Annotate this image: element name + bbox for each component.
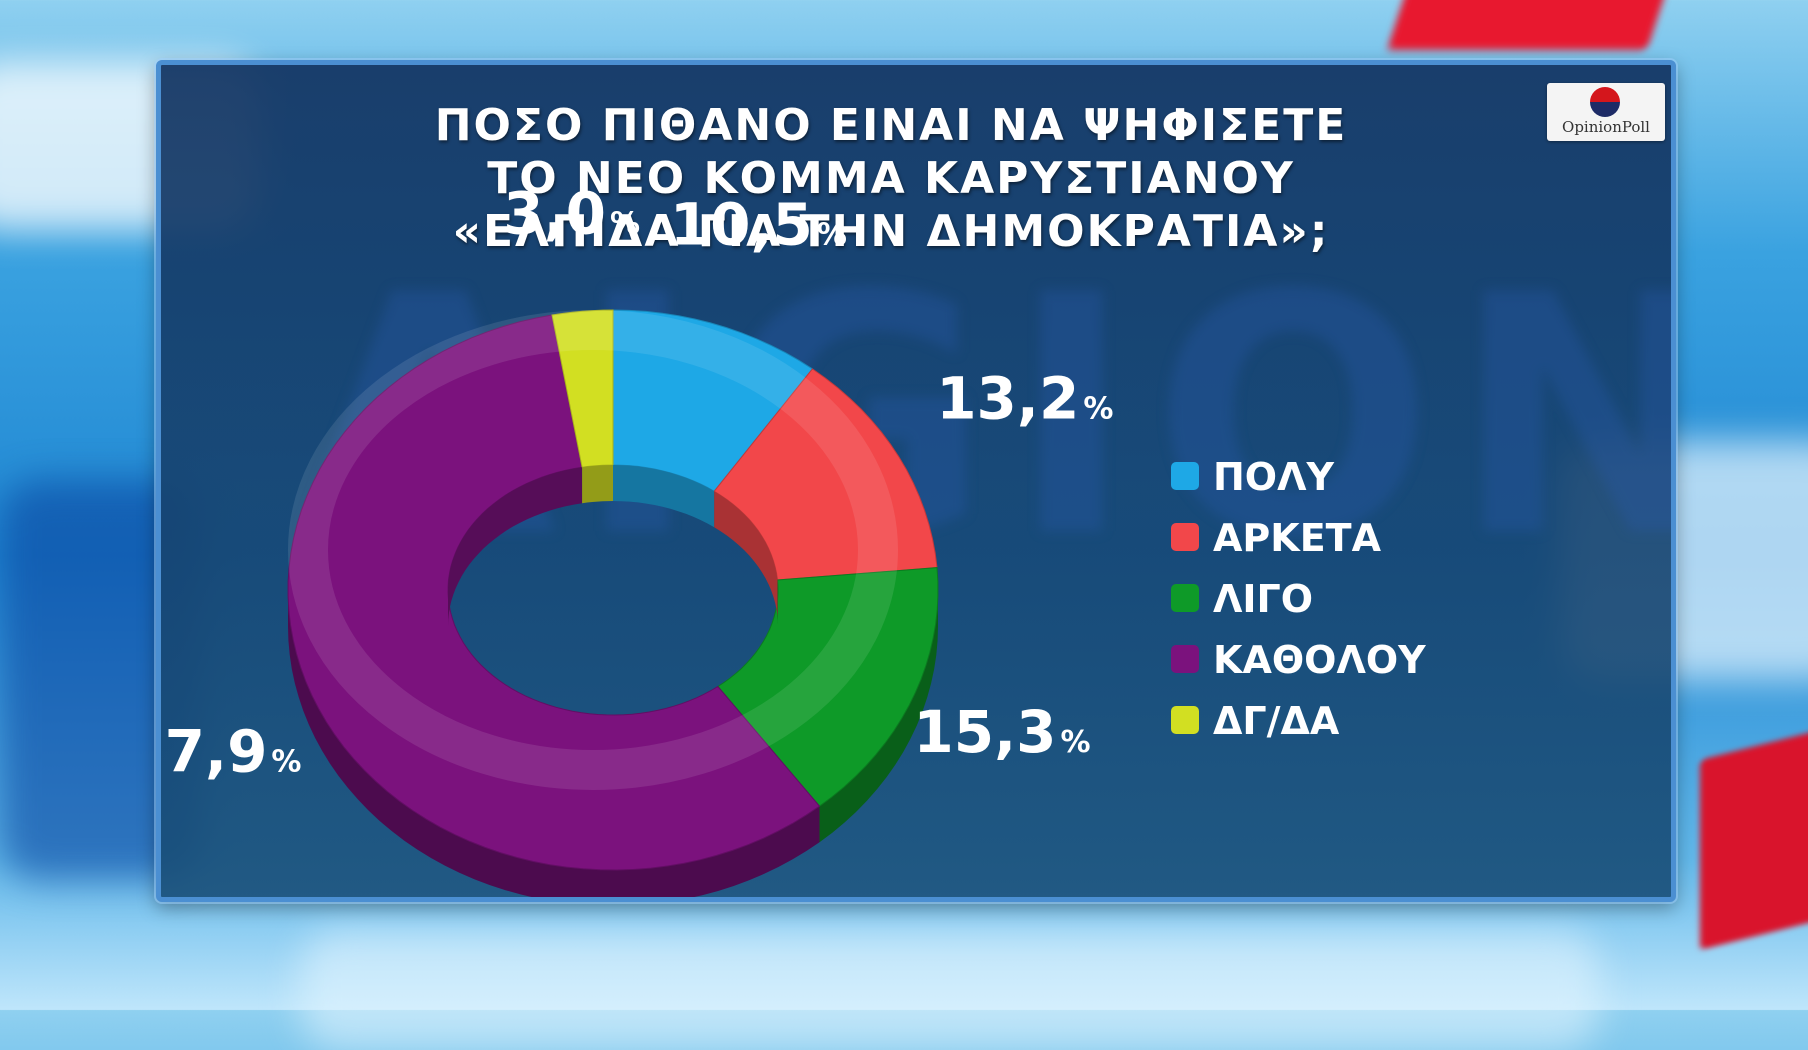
- donut-highlight: [288, 310, 898, 790]
- legend-swatch: [1171, 645, 1199, 673]
- data-label-value: 15,3: [913, 698, 1056, 766]
- donut-side-walls: [288, 590, 938, 897]
- legend-item: ΑΡΚΕΤΑ: [1171, 516, 1382, 560]
- legend-swatch: [1171, 462, 1199, 490]
- slice-inner-wall: [582, 465, 613, 504]
- data-label-percent: %: [1083, 391, 1113, 426]
- background-blur-white: [300, 930, 1600, 1050]
- data-label-2: 13,2%: [936, 364, 1113, 432]
- data-label-value: 57,9: [161, 718, 267, 786]
- legend-label: ΛΙΓΟ: [1213, 577, 1313, 621]
- title-line-2: ΤΟ ΝΕΟ ΚΟΜΜΑ ΚΑΡΥΣΤΙΑΝΟΥ: [487, 153, 1295, 204]
- opinionpoll-logo: OpinionPoll: [1547, 83, 1665, 141]
- legend-swatch: [1171, 523, 1199, 551]
- donut-top-faces: [287, 309, 939, 871]
- data-label-percent: %: [271, 745, 301, 780]
- background-red-shape: [1700, 720, 1808, 950]
- legend-item: ΠΟΛΥ: [1171, 455, 1335, 499]
- title-line-3: «ΕΛΠΙΔΑ ΓΙΑ ΤΗΝ ΔΗΜΟΚΡΑΤΙΑ»;: [452, 206, 1330, 257]
- data-label-4: 57,9%: [161, 718, 301, 786]
- data-label-5: 3,0%: [503, 180, 640, 248]
- legend-item: ΔΓ/ΔΑ: [1171, 699, 1340, 743]
- legend-swatch: [1171, 584, 1199, 612]
- slice-inner-wall: [448, 467, 583, 626]
- background-red-shape: [1387, 0, 1673, 50]
- legend-swatch: [1171, 706, 1199, 734]
- donut-inner-walls: [448, 465, 778, 626]
- slice-inner-wall: [777, 580, 778, 626]
- legend: ΠΟΛΥ ΑΡΚΕΤΑ ΛΙΓΟ ΚΑΘΟΛΟΥ ΔΓ/ΔΑ: [1171, 455, 1426, 743]
- chart-title: ΠΟΣΟ ΠΙΘΑΝΟ ΕΙΝΑΙ ΝΑ ΨΗΦΙΣΕΤΕ ΤΟ ΝΕΟ ΚΟΜ…: [161, 99, 1671, 258]
- data-label-1: 10,5%: [670, 191, 847, 259]
- data-label-3: 15,3%: [913, 698, 1090, 766]
- chart-panel: AIGION ΠΟΣΟ ΠΙΘΑΝΟ ΕΙΝΑΙ ΝΑ ΨΗΦΙΣΕΤΕ ΤΟ …: [156, 60, 1676, 902]
- data-label-percent: %: [817, 218, 847, 253]
- data-label-value: 10,5: [670, 191, 813, 259]
- legend-label: ΔΓ/ΔΑ: [1213, 699, 1340, 743]
- legend-label: ΚΑΘΟΛΟΥ: [1213, 638, 1426, 682]
- legend-item: ΛΙΓΟ: [1171, 577, 1313, 621]
- data-labels: 10,5%13,2%15,3%57,9%3,0%: [161, 180, 1113, 786]
- data-label-percent: %: [610, 207, 640, 242]
- data-label-value: 3,0: [503, 180, 606, 248]
- legend-label: ΠΟΛΥ: [1213, 455, 1335, 499]
- logo-circle-icon: [1590, 87, 1620, 117]
- title-line-1: ΠΟΣΟ ΠΙΘΑΝΟ ΕΙΝΑΙ ΝΑ ΨΗΦΙΣΕΤΕ: [434, 100, 1348, 151]
- data-label-value: 13,2: [936, 364, 1079, 432]
- slice-outer-wall: [819, 590, 938, 843]
- slice-inner-wall: [714, 491, 778, 616]
- legend-item: ΚΑΘΟΛΟΥ: [1171, 638, 1426, 682]
- donut-chart: 10,5%13,2%15,3%57,9%3,0%ΠΟΛΥΑΡΚΕΤΑΛΙΓΟΚΑ…: [161, 180, 1426, 897]
- data-label-percent: %: [1061, 725, 1091, 760]
- logo-text: OpinionPoll: [1562, 118, 1650, 136]
- slice-inner-wall: [613, 465, 715, 528]
- slice-outer-wall: [288, 590, 820, 897]
- legend-label: ΑΡΚΕΤΑ: [1213, 516, 1382, 560]
